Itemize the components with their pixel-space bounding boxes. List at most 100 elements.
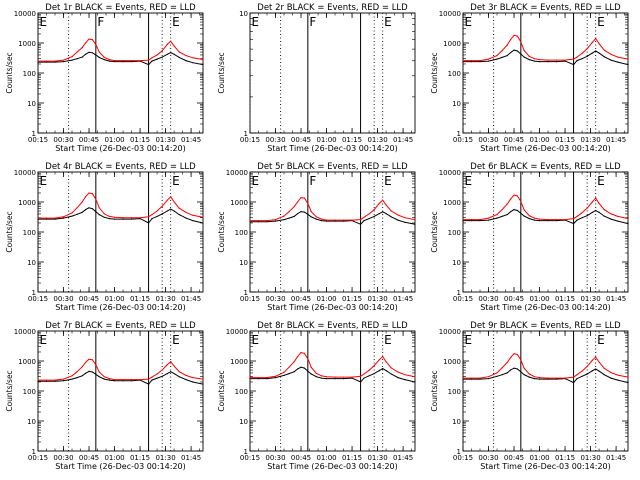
x-tick-label: 01:15 xyxy=(130,454,150,462)
data-point-events xyxy=(506,55,508,57)
x-tick-label: 00:45 xyxy=(504,295,524,303)
panel-title: Det 2r BLACK = Events, RED = LLD xyxy=(257,3,408,13)
data-point-lld xyxy=(161,50,163,52)
data-point-events xyxy=(373,373,375,375)
panel-7: Det 7r BLACK = Events, RED = LLD 1 10 100 10… xyxy=(5,321,204,471)
data-point-events xyxy=(161,375,163,377)
data-point-lld xyxy=(404,374,406,376)
x-tick-label: 01:30 xyxy=(367,136,387,144)
data-point-events xyxy=(506,214,508,216)
data-point-events xyxy=(598,211,600,213)
data-point-lld xyxy=(300,352,302,354)
data-point-lld xyxy=(598,43,600,45)
marker-label: E xyxy=(172,333,180,347)
data-point-events xyxy=(108,60,110,62)
data-point-lld xyxy=(564,377,566,379)
data-point-events xyxy=(479,378,481,380)
data-point-events xyxy=(178,376,180,378)
data-point-lld xyxy=(62,216,65,218)
data-point-lld xyxy=(131,217,133,219)
data-point-events xyxy=(513,209,515,211)
x-tick-label: 01:00 xyxy=(529,454,549,462)
data-point-events xyxy=(598,370,600,372)
y-tick-label: 1000 xyxy=(18,40,36,48)
data-point-lld xyxy=(581,52,583,55)
data-point-lld xyxy=(325,219,328,221)
data-point-events xyxy=(166,210,168,212)
data-point-lld xyxy=(378,202,380,204)
data-point-lld xyxy=(382,199,384,201)
marker-label: E xyxy=(40,333,48,347)
data-point-lld xyxy=(54,60,56,62)
x-tick-label: 00:30 xyxy=(265,295,285,303)
data-point-lld xyxy=(173,45,175,47)
panel-8: Det 8r BLACK = Events, RED = LLD 1 10 100 10… xyxy=(217,321,416,471)
x-tick-label: 01:45 xyxy=(181,295,201,303)
x-tick-label: 01:30 xyxy=(155,454,175,462)
data-point-events xyxy=(71,378,73,380)
data-point-lld xyxy=(487,58,490,60)
x-axis-label: Start Time (26-Dec-03 00:14:20) xyxy=(55,462,186,471)
panel-6: Det 6r BLACK = Events, RED = LLD 1 10 100 10… xyxy=(430,162,629,312)
data-point-lld xyxy=(470,377,473,379)
data-point-events xyxy=(156,215,158,217)
data-point-lld xyxy=(573,58,575,60)
data-point-events xyxy=(202,222,204,224)
data-point-lld xyxy=(88,192,90,194)
x-tick-label: 00:15 xyxy=(240,136,260,144)
plot-frame xyxy=(462,12,629,134)
plot-frame xyxy=(462,171,629,293)
x-tick-label: 00:30 xyxy=(53,454,73,462)
data-point-lld xyxy=(178,371,180,373)
data-point-lld xyxy=(173,201,175,203)
data-point-events xyxy=(131,380,133,382)
data-point-lld xyxy=(113,60,116,62)
data-point-lld xyxy=(520,41,522,43)
data-point-lld xyxy=(556,377,558,379)
data-point-events xyxy=(131,61,133,63)
data-point-lld xyxy=(85,361,87,363)
data-point-lld xyxy=(598,202,600,204)
x-tick-label: 00:30 xyxy=(53,136,73,144)
x-tick-label: 00:30 xyxy=(478,295,498,303)
data-point-events xyxy=(556,220,558,222)
y-tick-label: 10000 xyxy=(439,169,461,177)
x-tick-label: 00:45 xyxy=(291,454,311,462)
marker-label: F xyxy=(309,174,316,188)
data-point-lld xyxy=(528,373,530,375)
x-axis-label: Start Time (26-Dec-03 00:14:20) xyxy=(267,303,398,312)
data-point-lld xyxy=(103,376,105,378)
data-point-events xyxy=(382,211,384,213)
panel-3: Det 3r BLACK = Events, RED = LLD 1 10 100 10… xyxy=(430,3,629,153)
data-point-events xyxy=(103,59,105,61)
data-point-events xyxy=(156,377,158,379)
data-point-lld xyxy=(368,369,370,371)
y-tick-label: 10 xyxy=(452,100,461,108)
data-point-lld xyxy=(576,374,578,376)
data-point-lld xyxy=(249,220,251,222)
y-tick-label: 1 xyxy=(457,289,461,297)
y-tick-label: 100 xyxy=(23,229,36,237)
y-axis-label: Counts/sec xyxy=(430,211,439,252)
data-point-lld xyxy=(538,59,541,61)
data-point-events xyxy=(581,217,583,219)
data-point-events xyxy=(595,368,597,370)
data-point-events xyxy=(178,214,180,216)
data-point-lld xyxy=(576,56,578,58)
data-point-lld xyxy=(81,366,83,368)
y-axis-label: Counts/sec xyxy=(5,370,14,411)
data-point-lld xyxy=(603,209,605,211)
data-point-lld xyxy=(274,375,277,377)
plot-frame xyxy=(37,330,204,452)
marker-label: E xyxy=(252,15,260,29)
y-tick-label: 100 xyxy=(448,388,461,396)
x-axis-label: Start Time (26-Dec-03 00:14:20) xyxy=(480,462,611,471)
x-tick-label: 01:00 xyxy=(316,454,336,462)
data-point-lld xyxy=(310,366,312,368)
x-tick-label: 00:15 xyxy=(28,136,48,144)
data-point-events xyxy=(202,64,204,66)
data-point-events xyxy=(307,213,309,215)
data-point-lld xyxy=(95,198,97,200)
data-point-events xyxy=(523,374,525,376)
y-tick-label: 10000 xyxy=(14,10,36,18)
